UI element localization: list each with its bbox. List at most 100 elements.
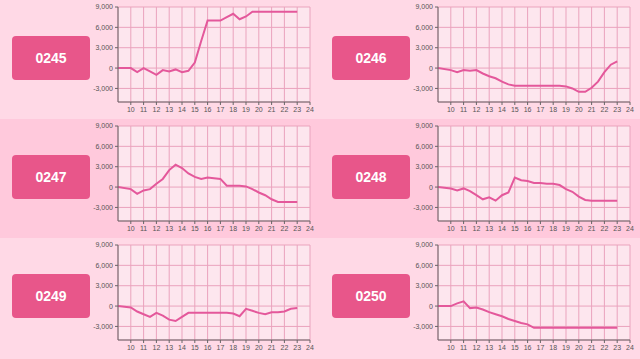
svg-text:18: 18 xyxy=(229,344,237,351)
svg-text:12: 12 xyxy=(473,106,481,113)
svg-text:18: 18 xyxy=(229,225,237,232)
svg-text:15: 15 xyxy=(511,344,519,351)
svg-text:12: 12 xyxy=(473,344,481,351)
svg-text:10: 10 xyxy=(447,225,455,232)
svg-text:11: 11 xyxy=(460,225,467,232)
svg-text:12: 12 xyxy=(153,225,161,232)
svg-text:19: 19 xyxy=(242,225,250,232)
svg-text:6,000: 6,000 xyxy=(415,262,433,269)
svg-text:23: 23 xyxy=(293,106,301,113)
svg-text:13: 13 xyxy=(485,344,493,351)
svg-text:22: 22 xyxy=(281,344,289,351)
svg-text:22: 22 xyxy=(281,106,289,113)
svg-text:17: 17 xyxy=(537,106,545,113)
svg-text:22: 22 xyxy=(601,344,609,351)
svg-text:16: 16 xyxy=(204,106,212,113)
svg-text:17: 17 xyxy=(537,344,545,351)
svg-text:20: 20 xyxy=(255,344,263,351)
svg-text:0: 0 xyxy=(429,184,433,191)
svg-text:6,000: 6,000 xyxy=(95,24,113,31)
svg-text:3,000: 3,000 xyxy=(415,282,433,289)
svg-text:21: 21 xyxy=(588,106,596,113)
svg-text:13: 13 xyxy=(165,225,173,232)
svg-text:23: 23 xyxy=(613,106,621,113)
svg-text:10: 10 xyxy=(127,344,135,351)
svg-text:19: 19 xyxy=(562,344,570,351)
svg-text:11: 11 xyxy=(140,106,147,113)
svg-text:21: 21 xyxy=(268,225,276,232)
svg-text:23: 23 xyxy=(613,225,621,232)
svg-text:0: 0 xyxy=(109,65,113,72)
svg-text:17: 17 xyxy=(537,225,545,232)
svg-text:14: 14 xyxy=(178,106,186,113)
svg-text:16: 16 xyxy=(204,225,212,232)
svg-text:17: 17 xyxy=(217,344,225,351)
svg-text:12: 12 xyxy=(153,106,161,113)
svg-text:17: 17 xyxy=(217,106,225,113)
svg-text:11: 11 xyxy=(460,106,467,113)
svg-text:-3,000: -3,000 xyxy=(93,323,113,330)
svg-text:13: 13 xyxy=(485,225,493,232)
svg-text:13: 13 xyxy=(485,106,493,113)
svg-text:14: 14 xyxy=(498,225,506,232)
svg-text:24: 24 xyxy=(626,344,634,351)
svg-text:19: 19 xyxy=(562,225,570,232)
svg-text:9,000: 9,000 xyxy=(95,3,113,10)
svg-text:11: 11 xyxy=(140,344,147,351)
svg-text:-3,000: -3,000 xyxy=(93,85,113,92)
svg-text:18: 18 xyxy=(549,344,557,351)
svg-text:16: 16 xyxy=(204,344,212,351)
svg-text:13: 13 xyxy=(165,344,173,351)
svg-text:3,000: 3,000 xyxy=(415,44,433,51)
svg-text:18: 18 xyxy=(549,106,557,113)
svg-text:21: 21 xyxy=(588,344,596,351)
svg-text:23: 23 xyxy=(293,344,301,351)
svg-text:18: 18 xyxy=(229,106,237,113)
svg-text:16: 16 xyxy=(524,106,532,113)
svg-text:21: 21 xyxy=(268,106,276,113)
svg-text:22: 22 xyxy=(281,225,289,232)
svg-text:15: 15 xyxy=(191,344,199,351)
svg-text:19: 19 xyxy=(242,106,250,113)
svg-text:22: 22 xyxy=(601,106,609,113)
svg-text:-3,000: -3,000 xyxy=(413,323,433,330)
svg-text:-3,000: -3,000 xyxy=(413,85,433,92)
svg-text:15: 15 xyxy=(511,106,519,113)
svg-text:21: 21 xyxy=(588,225,596,232)
svg-text:0: 0 xyxy=(109,303,113,310)
svg-text:20: 20 xyxy=(575,225,583,232)
svg-text:18: 18 xyxy=(549,225,557,232)
svg-text:15: 15 xyxy=(511,225,519,232)
svg-text:10: 10 xyxy=(127,225,135,232)
svg-text:-3,000: -3,000 xyxy=(93,204,113,211)
svg-text:23: 23 xyxy=(293,225,301,232)
svg-text:6,000: 6,000 xyxy=(95,143,113,150)
svg-text:24: 24 xyxy=(306,225,314,232)
svg-text:12: 12 xyxy=(473,225,481,232)
svg-text:9,000: 9,000 xyxy=(415,122,433,129)
svg-text:10: 10 xyxy=(447,344,455,351)
svg-text:23: 23 xyxy=(613,344,621,351)
svg-text:14: 14 xyxy=(498,106,506,113)
svg-text:20: 20 xyxy=(575,106,583,113)
svg-text:-3,000: -3,000 xyxy=(413,204,433,211)
svg-text:0: 0 xyxy=(429,65,433,72)
svg-text:3,000: 3,000 xyxy=(95,44,113,51)
svg-text:19: 19 xyxy=(242,344,250,351)
svg-text:12: 12 xyxy=(153,344,161,351)
svg-text:14: 14 xyxy=(178,225,186,232)
svg-text:3,000: 3,000 xyxy=(95,282,113,289)
svg-text:10: 10 xyxy=(447,106,455,113)
svg-text:20: 20 xyxy=(255,225,263,232)
svg-text:24: 24 xyxy=(626,225,634,232)
svg-text:14: 14 xyxy=(178,344,186,351)
svg-text:24: 24 xyxy=(626,106,634,113)
svg-text:16: 16 xyxy=(524,344,532,351)
svg-text:9,000: 9,000 xyxy=(95,241,113,248)
svg-text:6,000: 6,000 xyxy=(415,143,433,150)
svg-text:16: 16 xyxy=(524,225,532,232)
svg-text:20: 20 xyxy=(255,106,263,113)
svg-text:17: 17 xyxy=(217,225,225,232)
svg-text:9,000: 9,000 xyxy=(415,3,433,10)
svg-text:24: 24 xyxy=(306,106,314,113)
